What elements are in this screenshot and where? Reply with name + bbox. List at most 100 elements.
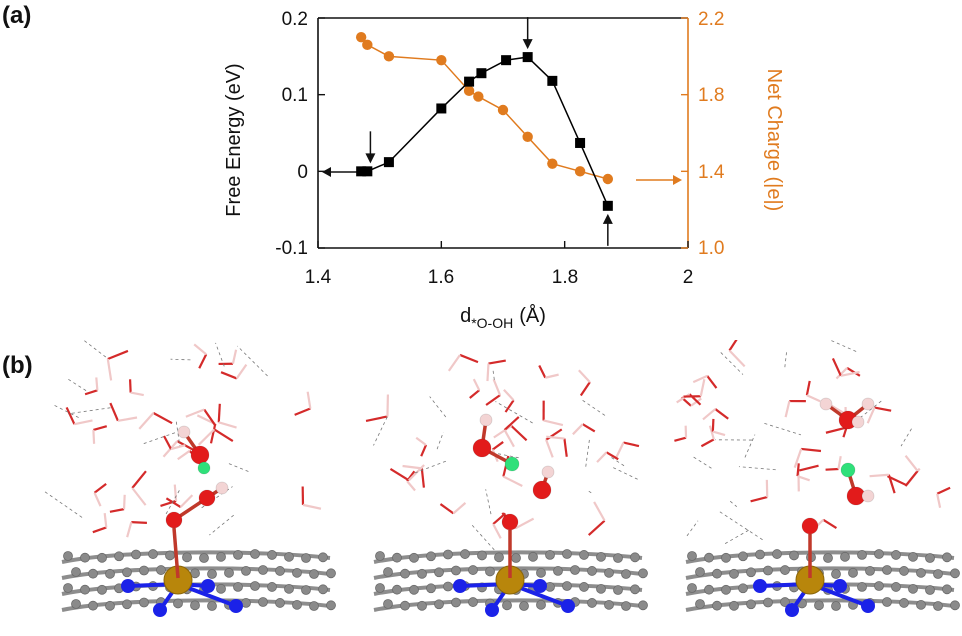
snapshot-final: [674, 340, 960, 617]
carbon-atom: [865, 566, 875, 576]
water-stick: [406, 480, 416, 492]
carbon-atom: [383, 599, 393, 609]
carbon-atom: [105, 568, 115, 579]
carbon-atom: [375, 551, 385, 561]
carbon-atom: [258, 565, 268, 575]
water-stick: [503, 429, 515, 448]
carbon-atom: [190, 600, 200, 611]
carbon-atom: [63, 583, 73, 593]
water-stick: [750, 495, 768, 503]
water-stick: [674, 436, 687, 442]
water-stick: [784, 400, 791, 418]
water-stick: [492, 378, 502, 396]
carbon-atom: [417, 600, 427, 611]
carbon-atom: [511, 553, 521, 563]
water-stick: [503, 388, 515, 401]
water-stick: [131, 487, 147, 506]
water-stick: [389, 467, 410, 482]
carbon-atom: [477, 550, 487, 561]
energy-point: [501, 55, 512, 66]
water-stick: [93, 483, 107, 494]
carbon-atom: [596, 583, 606, 594]
carbon-atom: [182, 552, 192, 563]
water-stick: [605, 451, 619, 461]
water-stick: [84, 389, 98, 396]
water-stick: [402, 464, 422, 470]
water-stick: [711, 418, 715, 432]
carbon-atom: [738, 551, 748, 562]
carbon-atom: [156, 565, 166, 575]
carbon-atom: [746, 567, 756, 578]
water-stick: [306, 391, 312, 409]
carbon-atom: [814, 600, 824, 611]
nitrogen-atom: [561, 599, 575, 613]
carbon-atom: [562, 549, 572, 559]
water-stick: [822, 518, 838, 529]
energy-point: [522, 52, 533, 63]
hydrogen-bond: [215, 342, 225, 367]
water-stick: [218, 421, 237, 429]
panel-label-b: (b): [2, 352, 33, 379]
carbon-atom: [250, 549, 260, 559]
carbon-atom: [165, 550, 175, 561]
hydrogen-atom: [541, 465, 555, 479]
carbon-atom: [848, 567, 858, 578]
carbon-atom: [241, 566, 251, 576]
energy-point: [547, 75, 558, 86]
carbon-atom: [275, 566, 285, 576]
water-stick: [231, 349, 238, 365]
water-stick: [452, 502, 467, 515]
x-axis-title-unit: (Å): [519, 304, 546, 327]
charge-point: [497, 104, 509, 116]
water-stick: [126, 521, 133, 538]
carbon-atom: [148, 549, 158, 559]
carbon-atom: [494, 552, 504, 563]
carbon-atom: [468, 565, 478, 575]
y-right-tick-label: 1.8: [698, 85, 724, 106]
water-stick: [459, 353, 479, 364]
water-stick: [904, 470, 919, 487]
carbon-atom: [400, 600, 410, 611]
carbon-atom: [392, 552, 402, 563]
carbon-atom: [695, 599, 705, 609]
panel-label-a: (a): [2, 2, 32, 29]
oxygen-atom: [198, 489, 216, 507]
water-stick: [203, 408, 217, 427]
water-stick: [587, 519, 606, 536]
water-stick: [177, 450, 191, 461]
water-stick: [793, 448, 803, 469]
point-arrow-head: [365, 153, 376, 164]
hydrogen-bond: [693, 456, 713, 470]
carbon-atom: [630, 552, 640, 563]
water-stick: [365, 415, 388, 423]
carbon-atom: [105, 600, 115, 611]
hydrogen-atom: [861, 397, 875, 411]
carbon-atom: [309, 569, 319, 579]
nitrogen-atom: [485, 603, 499, 617]
x-axis-title-sub: *O-OH: [471, 315, 513, 331]
water-stick: [623, 441, 640, 448]
carbon-atom: [400, 568, 410, 579]
proton-atom: [840, 462, 856, 478]
carbon-atom: [780, 565, 790, 575]
energy-point: [476, 68, 487, 79]
nitrogen-atom: [785, 603, 799, 617]
hydrogen-atom: [479, 413, 493, 427]
carbon-atom: [891, 582, 901, 592]
carbon-atom: [409, 584, 419, 595]
carbon-atom: [882, 597, 892, 607]
carbon-atom: [613, 585, 623, 595]
molecular-structures: [44, 340, 960, 617]
oxygen-atom: [190, 445, 210, 465]
carbon-atom: [173, 598, 183, 609]
carbon-atom: [950, 568, 960, 579]
carbon-atom: [746, 599, 756, 610]
y-right-tick-label: 2.2: [698, 9, 724, 30]
hydrogen-bond: [54, 404, 79, 418]
water-stick: [488, 359, 506, 365]
water-stick: [198, 353, 208, 369]
carbon-atom: [434, 567, 444, 578]
carbon-atom: [933, 601, 943, 611]
carbon-atom: [502, 600, 512, 611]
carbon-atom: [840, 551, 850, 562]
